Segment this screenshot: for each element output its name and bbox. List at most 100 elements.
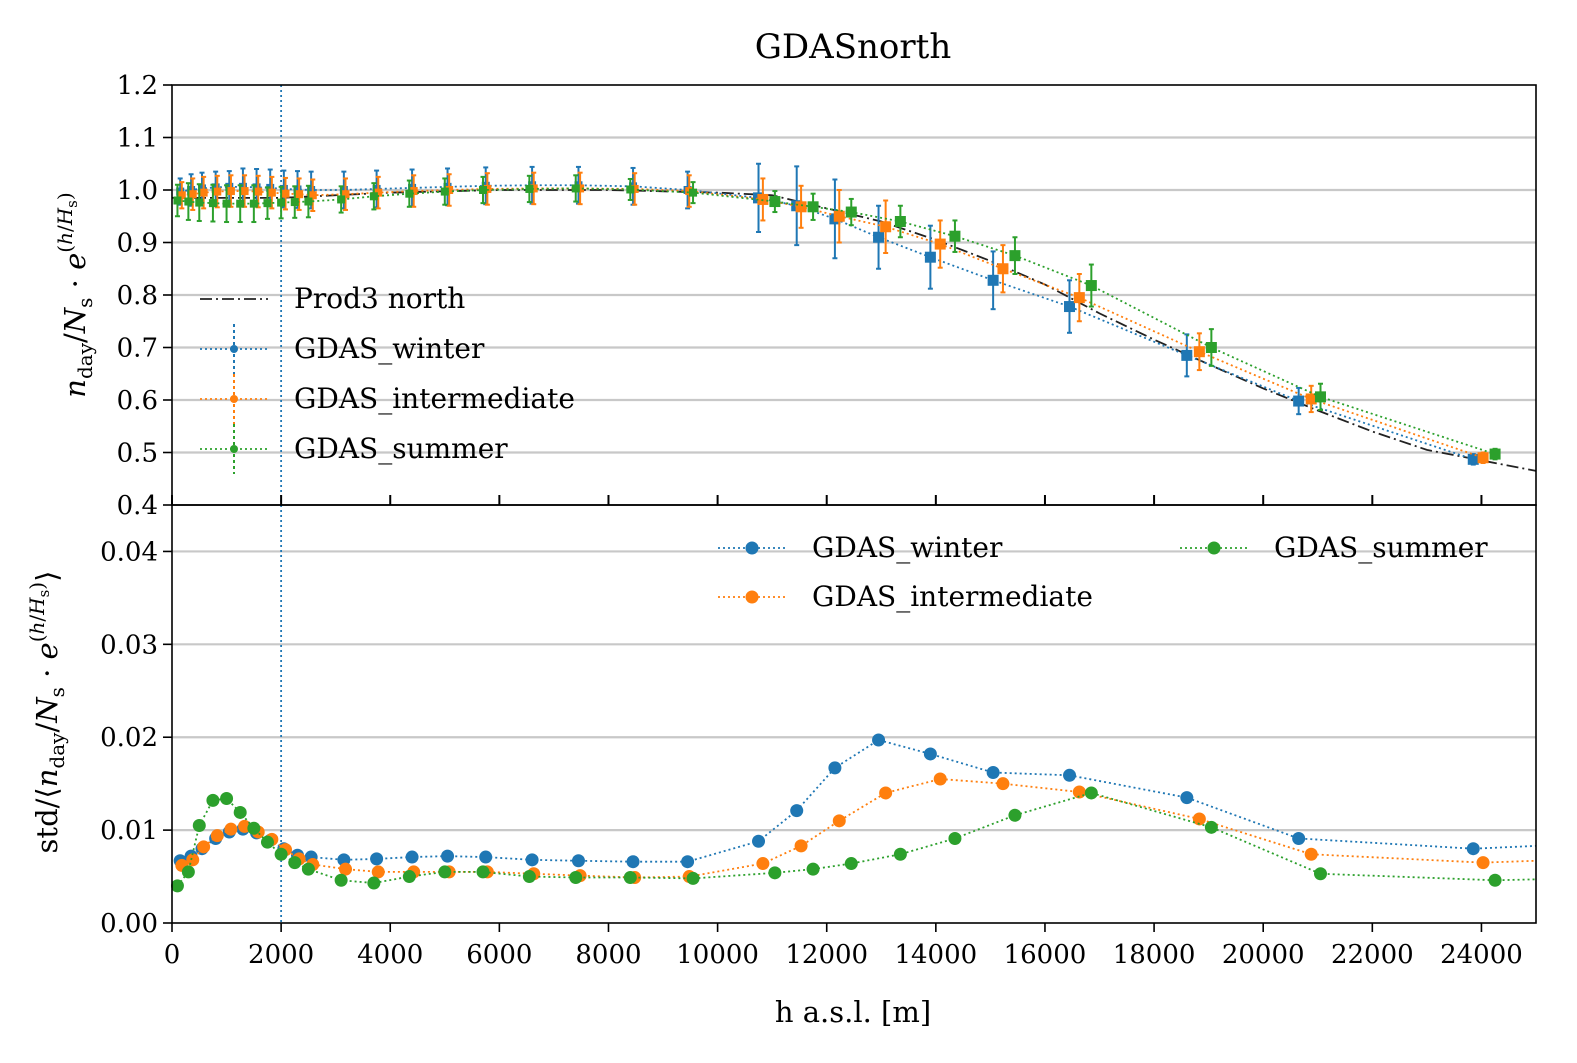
data-point <box>806 862 820 876</box>
data-point <box>1181 349 1193 361</box>
data-point <box>807 201 819 213</box>
data-point <box>187 186 196 194</box>
data-point <box>686 871 700 885</box>
data-point <box>996 777 1010 791</box>
legend-marker-swatch <box>745 590 759 604</box>
bottom-gridlines <box>172 550 1536 832</box>
bottom-x-tick-label: 8000 <box>575 940 641 970</box>
top-y-tick-label: 1.1 <box>117 124 158 154</box>
data-point <box>623 870 637 884</box>
data-point <box>195 198 204 207</box>
data-point <box>369 192 378 201</box>
data-point <box>405 850 419 864</box>
legend-entry-prod3-north: Prod3 north <box>200 282 465 315</box>
data-point <box>795 201 807 213</box>
data-point <box>197 840 211 854</box>
data-point <box>894 216 906 227</box>
bottom-x-tick-label: 6000 <box>466 940 532 970</box>
bottom-y-axis-label: std/⟨nday/Ns · e(h/Hs)⟩ <box>25 571 69 854</box>
top-plot-area <box>172 85 1537 505</box>
data-point <box>188 190 197 199</box>
data-point <box>441 849 455 863</box>
data-point <box>872 733 886 747</box>
data-point <box>288 856 302 870</box>
data-point <box>626 185 635 194</box>
data-point <box>1466 842 1480 856</box>
data-point <box>1305 393 1317 405</box>
legend-marker-swatch <box>230 395 238 403</box>
data-point <box>1180 791 1194 805</box>
data-point <box>371 865 385 879</box>
data-point <box>307 186 316 194</box>
data-point <box>1488 873 1502 887</box>
legend-marker-swatch <box>1207 541 1221 555</box>
bottom-y-tick-label: 0.00 <box>100 909 158 939</box>
data-point <box>845 206 857 218</box>
data-point <box>681 855 695 869</box>
top-gridlines <box>172 136 1536 454</box>
data-point <box>569 870 583 884</box>
data-point <box>1292 831 1306 845</box>
data-point <box>1204 820 1218 834</box>
data-point <box>308 191 317 200</box>
data-point <box>170 879 184 893</box>
data-point <box>997 263 1009 275</box>
bottom-x-tick-label: 22000 <box>1331 940 1414 970</box>
bottom-axis-ticks: 0.00 0.01 0.02 0.03 0.04 0 2000 4000 6000 8000 100… <box>100 537 1523 970</box>
legend-entry-gdas-winter: GDAS_winter <box>718 531 1003 564</box>
data-point <box>1064 301 1076 313</box>
data-point <box>226 187 235 196</box>
data-point <box>186 853 200 867</box>
data-point <box>483 184 492 193</box>
data-point <box>949 230 961 242</box>
data-point <box>880 221 892 233</box>
data-point <box>1192 812 1206 826</box>
legend-label: GDAS_intermediate <box>812 580 1093 613</box>
data-point <box>1304 847 1318 861</box>
data-point <box>571 854 585 868</box>
data-point <box>571 184 580 193</box>
data-point <box>756 857 770 871</box>
data-point <box>879 786 893 800</box>
data-point <box>238 182 247 191</box>
legend-marker-swatch <box>230 345 238 353</box>
data-point <box>525 853 539 867</box>
data-point <box>208 199 217 208</box>
top-y-tick-label: 0.4 <box>117 491 158 521</box>
legend-label: GDAS_summer <box>294 432 508 465</box>
bottom-x-tick-label: 14000 <box>894 940 977 970</box>
data-point <box>987 274 999 286</box>
data-point <box>249 199 258 208</box>
data-point <box>220 792 234 806</box>
legend-label: GDAS_summer <box>1274 531 1488 564</box>
bottom-line-gdas-winter <box>179 739 1537 863</box>
data-point <box>304 197 313 206</box>
data-point <box>295 190 304 199</box>
data-point <box>211 183 220 192</box>
data-point <box>225 182 234 191</box>
data-point <box>1489 448 1501 460</box>
data-point <box>1205 342 1217 353</box>
data-point <box>267 188 276 197</box>
bottom-y-tick-label: 0.01 <box>100 816 158 846</box>
data-point <box>689 188 698 197</box>
top-series-gdas-summer <box>173 174 1501 461</box>
data-point <box>277 198 286 207</box>
data-point <box>279 184 288 193</box>
data-point <box>893 847 907 861</box>
data-point <box>873 231 885 243</box>
bottom-y-tick-label: 0.02 <box>100 723 158 753</box>
data-point <box>173 196 182 205</box>
data-point <box>222 199 231 208</box>
data-point <box>199 188 208 197</box>
bottom-x-tick-label: 10000 <box>676 940 759 970</box>
chart-title: GDASnorth <box>755 27 951 67</box>
data-point <box>923 747 937 761</box>
legend-entry-gdas-intermediate: GDAS_intermediate <box>718 580 1093 613</box>
legend-marker-swatch <box>745 541 759 555</box>
data-point <box>192 818 206 832</box>
bottom-x-tick-label: 16000 <box>1004 940 1087 970</box>
legend-label: GDAS_winter <box>812 531 1003 564</box>
data-point <box>274 847 288 861</box>
data-point <box>438 865 452 879</box>
